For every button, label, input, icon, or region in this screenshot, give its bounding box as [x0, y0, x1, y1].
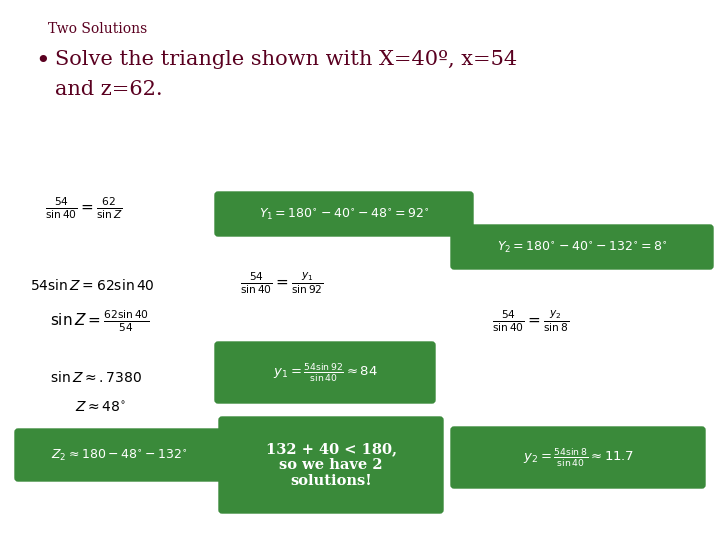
Text: •: •: [35, 50, 50, 73]
FancyBboxPatch shape: [451, 427, 705, 488]
Text: $y_1 = \frac{54\sin 92}{\sin 40} \approx 84$: $y_1 = \frac{54\sin 92}{\sin 40} \approx…: [273, 361, 377, 383]
Text: 132 + 40 < 180,
so we have 2
solutions!: 132 + 40 < 180, so we have 2 solutions!: [266, 442, 397, 488]
Text: $Z_2 \approx 180 - 48^{\circ} - 132^{\circ}$: $Z_2 \approx 180 - 48^{\circ} - 132^{\ci…: [50, 448, 187, 463]
Text: $\frac{54}{\sin 40} = \frac{62}{\sin Z}$: $\frac{54}{\sin 40} = \frac{62}{\sin Z}$: [45, 195, 122, 220]
FancyBboxPatch shape: [15, 429, 223, 481]
FancyBboxPatch shape: [219, 417, 443, 513]
FancyBboxPatch shape: [451, 225, 713, 269]
Text: $Y_2 = 180^{\circ} - 40^{\circ} - 132^{\circ} = 8^{\circ}$: $Y_2 = 180^{\circ} - 40^{\circ} - 132^{\…: [497, 239, 667, 254]
Text: $Z \approx 48^{\circ}$: $Z \approx 48^{\circ}$: [75, 400, 126, 415]
Text: Solve the triangle shown with X=40º, x=54: Solve the triangle shown with X=40º, x=5…: [55, 50, 517, 69]
FancyBboxPatch shape: [215, 342, 435, 403]
Text: $54\sin Z = 62\sin 40$: $54\sin Z = 62\sin 40$: [30, 278, 155, 293]
Text: and z=62.: and z=62.: [55, 80, 163, 99]
Text: Two Solutions: Two Solutions: [48, 22, 148, 36]
Text: $\sin Z \approx .7380$: $\sin Z \approx .7380$: [50, 370, 142, 385]
FancyBboxPatch shape: [215, 192, 473, 236]
Text: $\frac{54}{\sin 40} = \frac{y_2}{\sin 8}$: $\frac{54}{\sin 40} = \frac{y_2}{\sin 8}…: [492, 308, 569, 334]
Text: $\frac{54}{\sin 40} = \frac{y_1}{\sin 92}$: $\frac{54}{\sin 40} = \frac{y_1}{\sin 92…: [240, 270, 324, 295]
Text: $Y_1 = 180^{\circ} - 40^{\circ} - 48^{\circ} = 92^{\circ}$: $Y_1 = 180^{\circ} - 40^{\circ} - 48^{\c…: [258, 206, 429, 221]
Text: $\sin Z = \frac{62\sin 40}{54}$: $\sin Z = \frac{62\sin 40}{54}$: [50, 308, 150, 334]
Text: $y_2 = \frac{54\sin 8}{\sin 40} \approx 11.7$: $y_2 = \frac{54\sin 8}{\sin 40} \approx …: [523, 447, 634, 469]
